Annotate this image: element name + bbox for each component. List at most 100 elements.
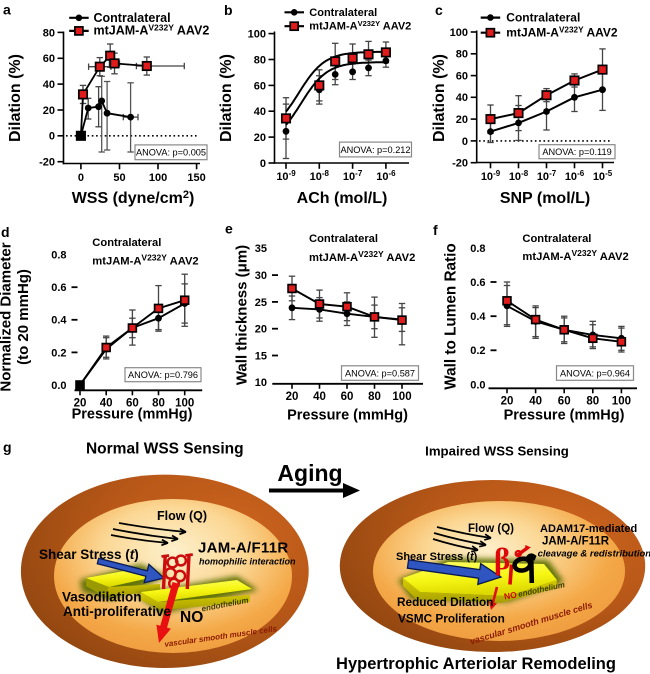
svg-text:0.2: 0.2 [51,347,66,359]
svg-text:-20: -20 [39,157,55,169]
svg-text:Shear Stress (t): Shear Stress (t) [396,551,478,563]
svg-text:(to 20 mmHg): (to 20 mmHg) [15,269,32,365]
svg-text:Contralateral: Contralateral [309,7,377,19]
svg-text:Contralateral: Contralateral [522,233,591,245]
svg-text:20: 20 [254,132,266,144]
svg-text:0: 0 [49,131,55,143]
svg-text:ACh (mol/L): ACh (mol/L) [297,190,388,207]
svg-text:Contralateral: Contralateral [506,10,580,24]
svg-text:60: 60 [126,398,139,410]
svg-text:Vasodilation: Vasodilation [62,590,142,605]
svg-text:mtJAM-AV232Y AAV2: mtJAM-AV232Y AAV2 [94,23,210,38]
svg-text:ANOVA: p=0.119: ANOVA: p=0.119 [542,147,611,157]
svg-text:40: 40 [254,106,266,118]
svg-text:e: e [225,221,233,237]
svg-text:ANOVA: p=0.005: ANOVA: p=0.005 [136,148,206,158]
svg-text:10-9: 10-9 [276,169,296,183]
svg-text:a: a [3,2,11,18]
svg-text:Contralateral: Contralateral [309,233,378,245]
svg-text:Pressure (mmHg): Pressure (mmHg) [287,408,408,424]
svg-text:25: 25 [255,297,267,309]
svg-text:Dilation (%): Dilation (%) [218,54,235,142]
svg-text:15: 15 [255,350,267,362]
svg-text:Hypertrophic Arteriolar Remode: Hypertrophic Arteriolar Remodeling [336,655,616,673]
svg-text:35: 35 [255,243,267,255]
svg-text:0.6: 0.6 [51,282,66,294]
svg-text:20: 20 [255,324,267,336]
svg-text:10-6: 10-6 [376,169,396,183]
svg-text:0.4: 0.4 [51,315,67,327]
svg-text:cleavage & redistribution: cleavage & redistribution [538,549,650,560]
svg-text:Shear Stress (t): Shear Stress (t) [39,547,139,562]
svg-text:20: 20 [501,396,514,408]
svg-text:30: 30 [255,270,267,282]
svg-text:0.8: 0.8 [51,250,66,262]
svg-text:-20: -20 [452,158,468,170]
svg-text:10-9: 10-9 [481,169,501,183]
svg-text:80: 80 [368,391,381,403]
svg-text:150: 150 [187,172,205,184]
svg-text:20: 20 [456,114,468,126]
svg-text:ANOVA: p=0.964: ANOVA: p=0.964 [560,368,630,378]
svg-text:Dilation (%): Dilation (%) [7,54,24,142]
svg-text:80: 80 [152,398,165,410]
svg-text:0.4: 0.4 [470,311,486,323]
svg-text:100: 100 [392,391,411,403]
svg-text:mtJAM-AV232Y AAV2: mtJAM-AV232Y AAV2 [522,248,628,263]
svg-text:mtJAM-AV232Y AAV2: mtJAM-AV232Y AAV2 [92,252,198,267]
svg-text:10-5: 10-5 [593,169,613,183]
svg-text:0.6: 0.6 [470,277,485,289]
svg-text:100: 100 [450,27,468,39]
svg-text:NO: NO [503,590,518,602]
svg-text:100: 100 [149,172,167,184]
svg-text:Aging: Aging [277,460,342,486]
svg-text:ANOVA: p=0.212: ANOVA: p=0.212 [340,145,410,155]
svg-text:mtJAM-AV232Y AAV2: mtJAM-AV232Y AAV2 [309,249,415,264]
svg-text:80: 80 [254,54,266,66]
svg-text:ANOVA: p=0.587: ANOVA: p=0.587 [345,368,415,378]
svg-text:40: 40 [456,92,468,104]
svg-text:Pressure (mmHg): Pressure (mmHg) [72,407,193,423]
svg-text:mtJAM-AV232Y AAV2: mtJAM-AV232Y AAV2 [506,25,618,39]
svg-text:20: 20 [74,398,87,410]
svg-text:10-8: 10-8 [509,169,529,183]
svg-text:g: g [3,439,12,455]
svg-text:Wall to Lumen Ratio: Wall to Lumen Ratio [443,243,460,389]
svg-text:10-6: 10-6 [565,169,585,183]
svg-text:60: 60 [43,53,55,65]
svg-text:0.8: 0.8 [470,243,485,255]
svg-text:10-7: 10-7 [343,169,363,183]
svg-text:Contralateral: Contralateral [92,237,161,249]
svg-text:10-8: 10-8 [310,169,330,183]
svg-text:80: 80 [586,396,599,408]
svg-text:60: 60 [341,391,354,403]
svg-text:40: 40 [529,396,542,408]
svg-text:f: f [433,222,438,238]
svg-text:60: 60 [456,70,468,82]
svg-text:JAM-A/F11R: JAM-A/F11R [198,540,289,557]
svg-text:d: d [1,224,10,240]
svg-text:20: 20 [286,391,299,403]
svg-text:Anti-proliferative: Anti-proliferative [63,604,172,619]
svg-text:VSMC Proliferation: VSMC Proliferation [398,612,505,626]
svg-text:SNP (mol/L): SNP (mol/L) [500,190,590,207]
svg-text:0: 0 [78,172,84,184]
svg-text:60: 60 [254,80,266,92]
svg-text:Wall thickness (μm): Wall thickness (μm) [234,245,251,385]
svg-text:100: 100 [175,398,194,410]
svg-text:c: c [435,2,443,18]
svg-text:Pressure (mmHg): Pressure (mmHg) [504,408,625,424]
svg-text:Reduced Dilation: Reduced Dilation [397,595,493,609]
svg-text:100: 100 [612,396,631,408]
svg-text:10-7: 10-7 [537,169,557,183]
svg-text:0.0: 0.0 [51,380,66,392]
svg-text:60: 60 [558,396,571,408]
svg-text:100: 100 [248,29,266,41]
svg-text:ANOVA: p=0.796: ANOVA: p=0.796 [128,370,198,380]
svg-text:0: 0 [462,136,468,148]
svg-text:80: 80 [43,27,55,39]
svg-text:40: 40 [100,398,113,410]
svg-text:Flow (Q): Flow (Q) [468,523,514,535]
svg-text:b: b [224,2,233,18]
svg-text:10: 10 [255,377,267,389]
